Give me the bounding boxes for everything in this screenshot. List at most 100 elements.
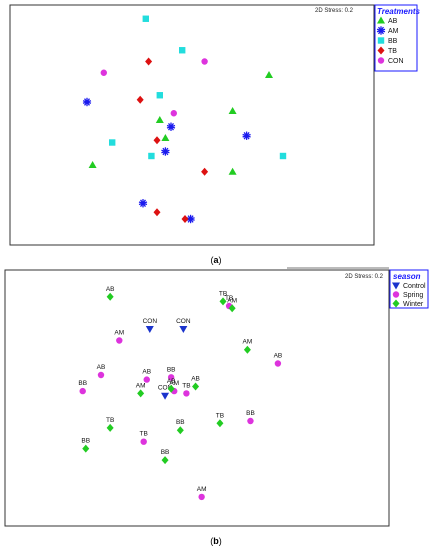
point-tb-2 [136, 95, 144, 104]
point-am-1 [82, 97, 92, 107]
legend-label-bb: BB [388, 38, 398, 45]
point-ab-6 [228, 167, 237, 175]
point-bb-1 [142, 15, 149, 22]
stress-label-a: 2D Stress: 0.2 [315, 8, 354, 14]
legend-marker-tb [377, 46, 385, 55]
point-tb-1 [145, 57, 153, 66]
point-ab-2 [228, 107, 237, 114]
point-bb-6 [279, 152, 287, 160]
point-tb-5 [153, 208, 161, 217]
legend-label-con: CON [388, 58, 404, 65]
point-tb-3 [153, 136, 161, 145]
point-control-3 [161, 392, 170, 400]
point-label-winter-2: TB [219, 290, 227, 297]
point-label-winter-5: AM [136, 382, 146, 389]
point-am-4 [161, 147, 170, 156]
stress-label-b: 2D Stress: 0.2 [345, 274, 384, 280]
point-label-winter-11: BB [81, 438, 90, 445]
point-spring-5 [167, 374, 175, 381]
point-winter-7 [192, 382, 200, 391]
point-label-spring-3: AB [97, 364, 106, 371]
point-am-2 [166, 122, 176, 131]
point-label-spring-6: BB [78, 380, 87, 387]
point-label-control-1: CON [143, 318, 158, 325]
point-winter-3 [228, 304, 236, 313]
point-label-spring-8: TB [182, 382, 190, 389]
legend-marker-ab [377, 16, 385, 24]
point-ab-5 [88, 161, 97, 168]
point-control-2 [179, 326, 188, 333]
point-winter-9 [216, 419, 224, 428]
point-spring-8 [183, 390, 190, 397]
plot-frame-b [4, 269, 390, 527]
legend-label-am: AM [388, 28, 399, 35]
point-winter-6 [167, 384, 175, 393]
panel-label-a: (a) [210, 255, 221, 265]
point-winter-12 [161, 456, 169, 465]
point-winter-4 [243, 345, 251, 354]
point-ab-3 [155, 116, 164, 123]
point-con-3 [170, 110, 177, 117]
point-label-spring-2: AM [114, 330, 124, 337]
point-spring-6 [79, 387, 86, 395]
point-label-spring-12: AM [197, 486, 207, 493]
point-ab-4 [161, 134, 170, 141]
point-label-winter-9: TB [216, 412, 224, 419]
point-label-winter-12: BB [161, 449, 170, 456]
plot-frame-a [9, 4, 375, 246]
point-label-spring-4: AB [142, 369, 151, 376]
point-label-winter-3: AM [227, 297, 237, 304]
point-label-winter-1: AB [106, 286, 115, 293]
point-spring-12 [198, 493, 205, 501]
points-a [82, 15, 287, 224]
point-tb-4 [201, 167, 209, 176]
point-winter-5 [137, 389, 145, 398]
point-label-winter-7: AB [191, 376, 200, 383]
legend-label-control: Control [403, 283, 426, 290]
legend-b: Control Spring Winter [392, 282, 426, 308]
point-am-3 [242, 131, 251, 140]
panel-a: 2D Stress: 0.2 Treatments AB AM BB TB CON (a… [9, 4, 421, 265]
point-bb-3 [156, 92, 163, 99]
point-bb-2 [179, 47, 186, 54]
point-spring-3 [97, 371, 105, 379]
legend-label-ab: AB [388, 18, 398, 25]
point-winter-11 [82, 444, 90, 453]
point-spring-4 [143, 376, 150, 383]
point-label-spring-11: TB [140, 431, 148, 438]
point-control-1 [145, 326, 154, 333]
point-tb-6 [181, 215, 189, 223]
legend-label-winter: Winter [403, 301, 424, 308]
point-bb-4 [109, 139, 116, 146]
legend-label-spring: Spring [403, 292, 423, 299]
point-am-6 [186, 214, 195, 224]
legend-marker-control [392, 282, 400, 290]
point-ab-1 [265, 71, 273, 78]
point-winter-2 [219, 297, 227, 306]
point-con-1 [100, 69, 108, 76]
point-spring-11 [140, 438, 147, 445]
legend-title-b: season [393, 272, 421, 281]
point-label-spring-9: AB [274, 353, 283, 360]
legend-marker-bb [377, 37, 385, 44]
point-spring-2 [116, 337, 123, 344]
point-spring-9 [274, 360, 282, 367]
point-label-winter-8: BB [176, 419, 185, 426]
point-label-winter-4: AM [243, 339, 253, 346]
legend-marker-con [377, 57, 385, 64]
legend-marker-winter [392, 299, 400, 308]
point-winter-10 [106, 423, 114, 432]
point-label-control-3: CON [158, 385, 173, 392]
legend-marker-am [376, 26, 386, 35]
legend-marker-spring [392, 291, 400, 298]
point-winter-1 [106, 292, 114, 301]
point-label-spring-7: AM [169, 380, 179, 387]
legend-a: AB AM BB TB CON [376, 16, 404, 65]
panel-label-b: (b) [210, 536, 222, 546]
point-am-5 [138, 199, 148, 208]
point-label-control-2: CON [176, 318, 191, 325]
point-label-spring-1: TB [225, 295, 233, 302]
point-bb-5 [148, 152, 155, 160]
